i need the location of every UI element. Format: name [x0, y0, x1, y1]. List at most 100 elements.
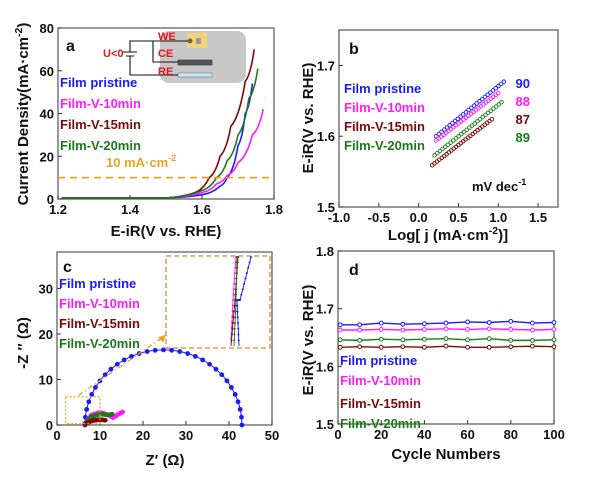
panel-b-legend-2: Film-V-10min: [344, 100, 425, 115]
inset-point: [247, 266, 250, 269]
inset-point: [236, 316, 239, 319]
panel-d-point-2: [486, 326, 492, 332]
panel-b-xtick-label: 0.0: [410, 210, 428, 225]
panel-d-point-3: [400, 344, 406, 350]
panel-d-point-4: [443, 336, 449, 342]
panel-c-pristine-point: [224, 378, 230, 384]
panel-a-ylabel: Current Density(mA·cm-2): [13, 23, 32, 206]
panel-b-unit: mV dec-1: [472, 177, 526, 194]
inset-point: [241, 288, 244, 291]
inset-point: [245, 272, 248, 275]
panel-d-legend-3: Film-V-15min: [340, 396, 421, 411]
panel-d-point-4: [551, 337, 557, 343]
panel-d-point-3: [422, 344, 427, 350]
panel-d-point-1: [337, 322, 343, 328]
panel-d-point-2: [357, 327, 363, 333]
panel-d-point-1: [486, 320, 492, 325]
panel-c-pristine-point: [185, 351, 191, 356]
panel-d-ytick-label: 1.8: [316, 244, 334, 259]
panel-d-point-3: [486, 344, 492, 350]
panel-b-point-4: [499, 99, 504, 105]
panel-b-point-4: [453, 136, 459, 141]
label-voltage: U<0: [103, 48, 124, 60]
panel-a-xtick-label: 1.2: [49, 202, 67, 217]
inset-point: [232, 299, 234, 301]
inset-point: [236, 299, 238, 301]
panel-d-point-2: [530, 327, 535, 333]
inset-point: [233, 277, 236, 280]
panel-c-ytick-label: 0: [46, 418, 53, 433]
panel-a-xtick-label: 1.4: [121, 202, 140, 217]
panel-d-point-1: [551, 320, 557, 325]
inset-point: [234, 322, 236, 324]
panel-d-xtick-label: 40: [417, 427, 431, 442]
inset-wire-ce: [152, 41, 178, 63]
panel-d-point-3: [530, 343, 535, 349]
panel-b-point-4: [443, 144, 448, 150]
panel-d-point-4: [508, 337, 514, 343]
inset-point: [231, 327, 234, 330]
panel-d-xtick-label: 0: [334, 427, 341, 442]
inset-point: [233, 339, 236, 342]
panel-b-point-4: [440, 146, 445, 152]
panel-b-point-1: [436, 131, 442, 137]
inset-point: [234, 310, 237, 313]
panel-b-point-1: [458, 114, 463, 119]
panel-a-ytick-label: 80: [40, 21, 54, 36]
panel-c-pristine-point: [192, 353, 198, 359]
panel-d-point-4: [530, 337, 535, 343]
panel-b-point-1: [498, 81, 504, 87]
panel-b-point-1: [482, 94, 488, 100]
panel-d-ytick-label: 1.6: [316, 359, 334, 374]
panel-c-pristine-point: [161, 347, 166, 353]
panel-d-point-2: [443, 326, 449, 332]
inset-point: [233, 272, 236, 275]
panel-d-point-4: [400, 337, 406, 343]
inset-point: [235, 277, 238, 280]
panel-b-point-1: [466, 107, 471, 113]
panel-d-point-3: [357, 344, 363, 350]
panel-d-legend-1: Film pristine: [340, 353, 417, 368]
panel-c-ylabel: -Z ″ (Ω): [15, 317, 32, 369]
panel-b-xtick-label: 0.5: [449, 210, 467, 225]
inset-point: [235, 288, 238, 291]
panel-d-point-4: [486, 336, 492, 342]
panel-a-xlabel: E-iR(V vs. RHE): [111, 223, 222, 240]
inset-point: [236, 310, 239, 313]
inset-point: [237, 339, 240, 342]
inset-point: [240, 293, 243, 296]
panel-c-point-4: [109, 411, 115, 417]
inset-point: [237, 327, 240, 330]
panel-b-ytick-label: 1.5: [317, 200, 335, 215]
inset-point: [231, 304, 234, 307]
panel-c-pristine-point: [89, 392, 95, 397]
panel-c-pristine-point: [177, 349, 183, 354]
panel-d-point-2: [400, 327, 406, 333]
panel-c-xlabel: Z′ (Ω): [146, 452, 185, 469]
panel-d-xlabel: Cycle Numbers: [391, 446, 500, 463]
panel-d-xtick-label: 20: [374, 427, 388, 442]
panel-c-legend-1: Film pristine: [59, 276, 136, 291]
panel-c-pristine-point: [237, 406, 243, 412]
panel-b-point-4: [477, 116, 483, 122]
panel-b-point-1: [488, 90, 493, 95]
panel-d-xtick-label: 80: [504, 427, 518, 442]
panel-c-pristine-point: [144, 349, 150, 354]
panel-b-point-4: [459, 131, 464, 137]
panel-c-pristine-point: [114, 361, 120, 367]
label-re: RE: [158, 66, 173, 78]
panel-b-point-4: [467, 125, 472, 130]
inset-point: [237, 333, 240, 336]
panel-c-xtick-label: 30: [179, 428, 193, 443]
panel-b-point-4: [451, 138, 456, 143]
zoom-arrow: [78, 335, 165, 396]
panel-a-legend-2: Film-V-10min: [60, 96, 141, 111]
panel-b-point-3: [489, 116, 495, 122]
panel-d-point-1: [465, 319, 471, 325]
inset-point: [230, 339, 233, 342]
panel-a-xtick-label: 1.8: [265, 202, 283, 217]
panel-d-point-3: [508, 344, 514, 350]
inset-wire-we: [129, 40, 188, 52]
panel-b-point-1: [496, 83, 501, 89]
panel-a-xtick-label: 1.6: [193, 202, 211, 217]
